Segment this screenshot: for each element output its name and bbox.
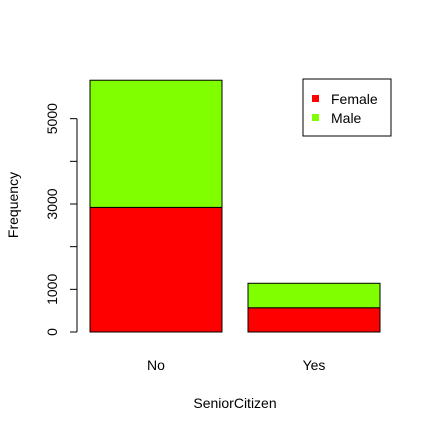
bar-yes-female bbox=[247, 307, 381, 333]
bars-layer bbox=[89, 79, 381, 333]
bar-no-male bbox=[89, 79, 223, 208]
y-tick-label-3000: 3000 bbox=[44, 188, 60, 219]
y-tick-label-0: 0 bbox=[44, 328, 60, 336]
x-tick-labels: No Yes bbox=[147, 357, 325, 373]
legend-swatch-male bbox=[312, 114, 319, 121]
y-axis: 0 1000 3000 5000 bbox=[44, 103, 78, 336]
legend: Female Male bbox=[302, 78, 392, 137]
x-tick-label-yes: Yes bbox=[303, 357, 326, 373]
y-axis-label: Frequency bbox=[5, 172, 21, 238]
bar-yes-male bbox=[247, 282, 381, 309]
legend-label-female: Female bbox=[331, 91, 378, 107]
legend-box bbox=[302, 78, 392, 137]
legend-label-male: Male bbox=[331, 110, 362, 126]
x-axis-label: SeniorCitizen bbox=[193, 395, 276, 411]
bar-no-female bbox=[89, 206, 223, 333]
legend-swatch-female bbox=[312, 95, 319, 102]
y-tick-label-1000: 1000 bbox=[44, 274, 60, 305]
y-tick-label-5000: 5000 bbox=[44, 103, 60, 134]
x-tick-label-no: No bbox=[147, 357, 165, 373]
